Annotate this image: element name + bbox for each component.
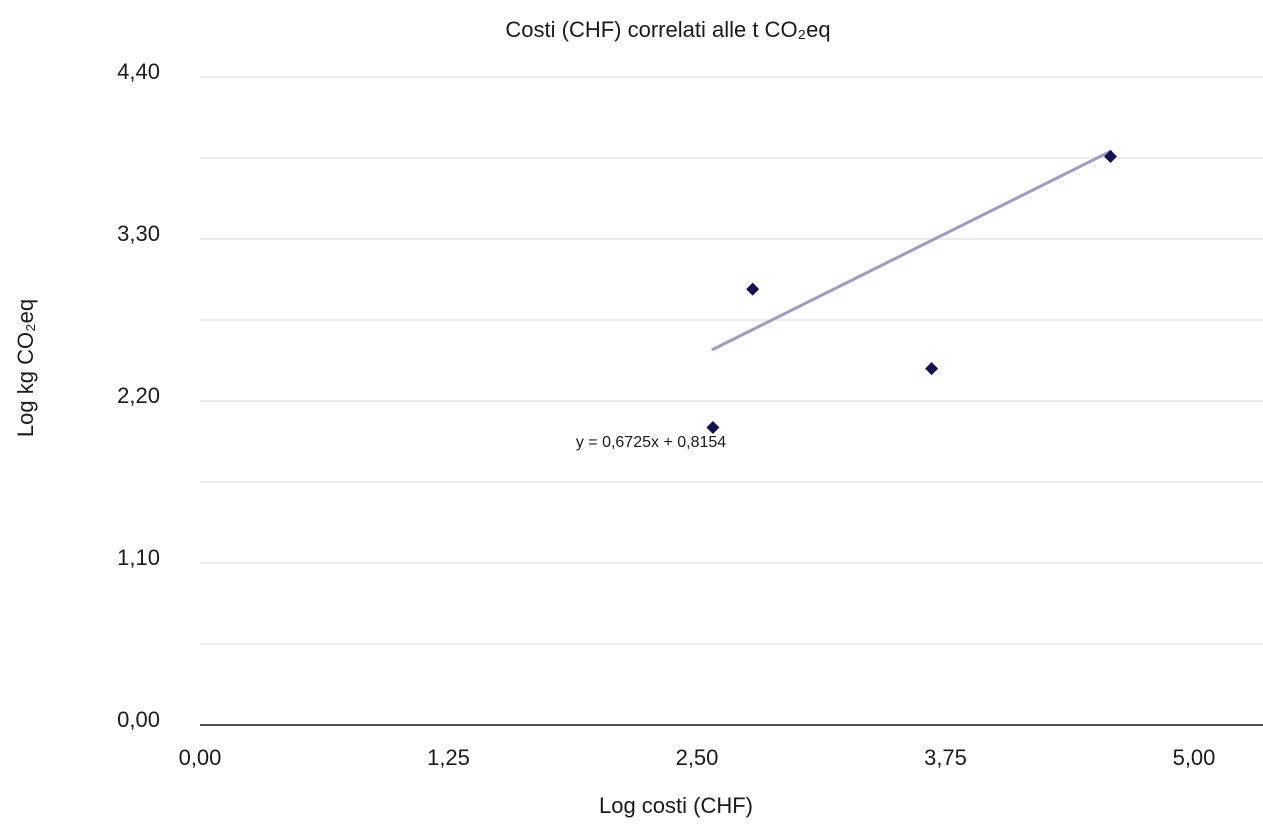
trendline-equation-label: y = 0,6725x + 0,8154 — [576, 434, 726, 451]
x-tick-label: 5,00 — [1173, 745, 1216, 770]
y-tick-label: 2,20 — [117, 383, 160, 408]
y-tick-label: 0,00 — [117, 707, 160, 732]
y-axis-title: Log kg CO₂eq — [13, 299, 38, 437]
x-axis-title: Log costi (CHF) — [599, 793, 753, 818]
data-point — [1104, 150, 1118, 164]
y-tick-labels: 0,00 1,10 2,20 3,30 4,40 — [117, 59, 160, 732]
trendline — [711, 149, 1113, 351]
x-tick-label: 3,75 — [924, 745, 967, 770]
data-point — [706, 421, 720, 435]
x-tick-label: 0,00 — [179, 745, 222, 770]
y-tick-label: 1,10 — [117, 545, 160, 570]
data-points — [706, 150, 1118, 435]
y-tick-label: 3,30 — [117, 221, 160, 246]
x-tick-label: 2,50 — [676, 745, 719, 770]
y-tick-label: 4,40 — [117, 59, 160, 84]
grid-lines — [200, 76, 1263, 645]
x-tick-label: 1,25 — [427, 745, 470, 770]
data-point — [925, 362, 939, 376]
chart-title: Costi (CHF) correlati alle t CO₂eq — [505, 17, 830, 42]
data-point — [746, 282, 760, 296]
x-tick-labels: 0,00 1,25 2,50 3,75 5,00 — [179, 745, 1216, 770]
